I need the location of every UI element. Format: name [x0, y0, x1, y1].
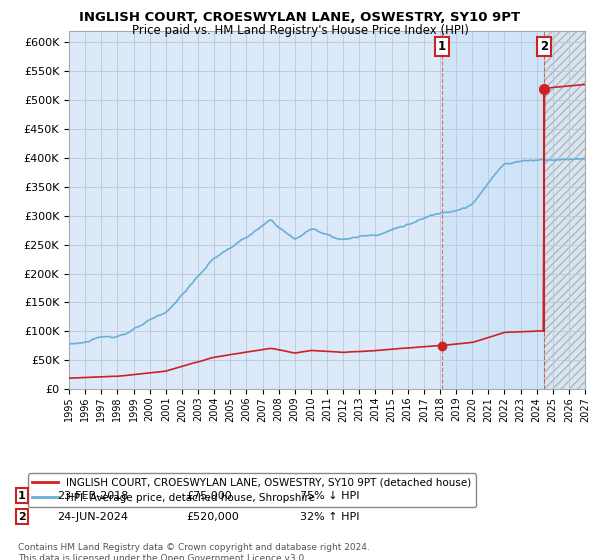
Text: £520,000: £520,000	[186, 512, 239, 522]
Bar	[442, 31, 544, 389]
Text: 2: 2	[18, 512, 26, 522]
Bar	[544, 31, 585, 389]
Legend: INGLISH COURT, CROESWYLAN LANE, OSWESTRY, SY10 9PT (detached house), HPI: Averag: INGLISH COURT, CROESWYLAN LANE, OSWESTRY…	[28, 473, 476, 507]
Text: 24-JUN-2024: 24-JUN-2024	[57, 512, 128, 522]
Text: Price paid vs. HM Land Registry's House Price Index (HPI): Price paid vs. HM Land Registry's House …	[131, 24, 469, 36]
Text: 1: 1	[18, 491, 26, 501]
Text: 2: 2	[541, 40, 548, 53]
Text: INGLISH COURT, CROESWYLAN LANE, OSWESTRY, SY10 9PT: INGLISH COURT, CROESWYLAN LANE, OSWESTRY…	[79, 11, 521, 24]
Text: 1: 1	[438, 40, 446, 53]
Text: 23-FEB-2018: 23-FEB-2018	[57, 491, 128, 501]
Text: Contains HM Land Registry data © Crown copyright and database right 2024.
This d: Contains HM Land Registry data © Crown c…	[18, 543, 370, 560]
Text: 32% ↑ HPI: 32% ↑ HPI	[300, 512, 359, 522]
Text: 75% ↓ HPI: 75% ↓ HPI	[300, 491, 359, 501]
Text: £75,000: £75,000	[186, 491, 232, 501]
